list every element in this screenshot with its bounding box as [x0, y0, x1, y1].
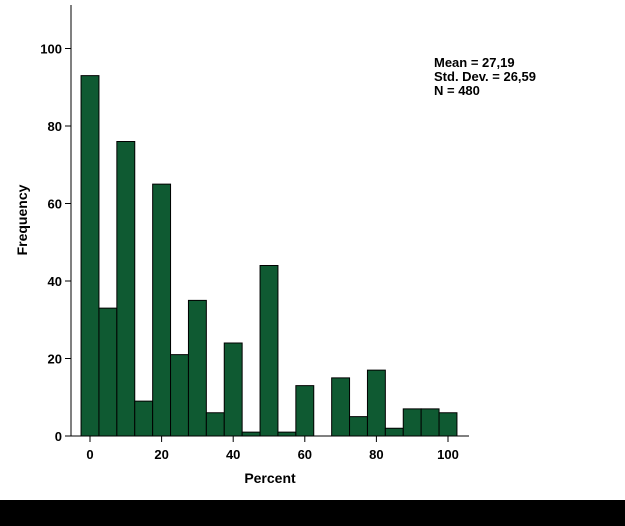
- histogram-bar: [295, 385, 315, 437]
- y-tick-label: 60: [48, 197, 62, 212]
- y-tick-label: 20: [48, 352, 62, 367]
- histogram-bar: [259, 265, 279, 437]
- histogram-bar: [134, 400, 154, 437]
- stat-n: N = 480: [434, 83, 480, 98]
- histogram-bar: [277, 431, 297, 437]
- histogram-bar: [402, 408, 422, 437]
- y-tick-label: 100: [40, 42, 62, 57]
- stat-mean: Mean = 27,19: [434, 55, 515, 70]
- x-tick-label: 20: [154, 447, 168, 462]
- histogram-bar: [205, 412, 225, 437]
- stat-std-dev: Std. Dev. = 26,59: [434, 69, 536, 84]
- histogram-bar: [80, 75, 100, 437]
- y-tick-label: 80: [48, 119, 62, 134]
- bars-layer: [80, 75, 458, 437]
- y-axis-title: Frequency: [14, 184, 30, 255]
- histogram-bar: [349, 416, 368, 437]
- bottom-strip: [0, 500, 625, 526]
- axes-layer: [65, 5, 469, 442]
- x-tick-label: 0: [86, 447, 93, 462]
- histogram-bar: [331, 377, 351, 437]
- y-tick-label: 0: [55, 429, 62, 444]
- x-tick-label: 80: [369, 447, 383, 462]
- y-tick-label: 40: [48, 274, 62, 289]
- chart-area: 0 20 40 60 80 100 0 20 40 60 80 100 Percent Frequency…: [14, 5, 537, 487]
- histogram-chart: 0 20 40 60 80 100 0 20 40 60 80 100 Percent Frequency…: [14, 5, 536, 487]
- labels-layer: 0 20 40 60 80 100 0 20 40 60 80 100 Percent Frequency: [14, 42, 459, 487]
- histogram-bar: [420, 408, 440, 437]
- histogram-bar: [366, 369, 386, 437]
- histogram-bar: [170, 354, 189, 437]
- histogram-bar: [384, 427, 404, 437]
- histogram-bar: [223, 342, 243, 437]
- x-axis-title: Percent: [244, 470, 296, 486]
- x-tick-label: 60: [298, 447, 312, 462]
- histogram-bar: [187, 299, 207, 437]
- x-tick-label: 40: [226, 447, 240, 462]
- histogram-bar: [152, 183, 172, 437]
- histogram-bar: [116, 141, 136, 437]
- histogram-bar: [98, 307, 118, 437]
- histogram-bar: [438, 412, 458, 437]
- histogram-bar: [241, 431, 261, 437]
- x-tick-label: 100: [437, 447, 459, 462]
